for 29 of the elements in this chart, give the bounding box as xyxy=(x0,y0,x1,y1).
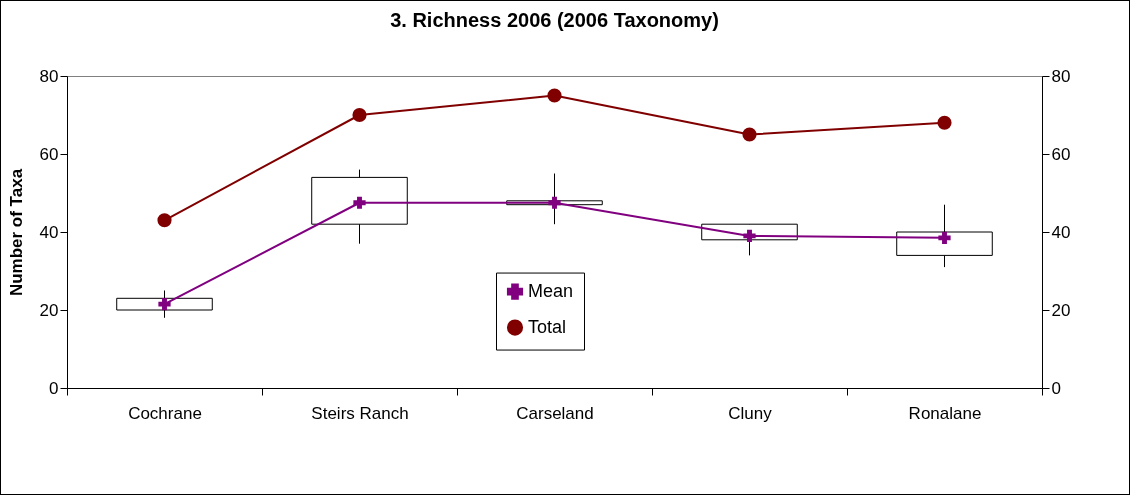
x-tick-label: Steirs Ranch xyxy=(311,403,409,423)
x-tick-label: Carseland xyxy=(516,403,594,423)
point xyxy=(352,107,367,123)
y-tick-label: 40 xyxy=(39,222,59,242)
y-tick-label: 20 xyxy=(39,300,59,320)
x-tick-label: Cluny xyxy=(728,403,773,423)
y2-tick-label: 40 xyxy=(1051,222,1071,242)
point xyxy=(547,88,562,103)
x-tick-label: Cochrane xyxy=(128,403,202,423)
point xyxy=(743,229,756,243)
chart-title: 3. Richness 2006 (2006 Taxonomy) xyxy=(390,9,719,31)
point xyxy=(938,231,951,244)
point xyxy=(158,298,171,311)
y2-tick-label: 0 xyxy=(1051,378,1061,398)
point xyxy=(937,115,952,130)
y2-tick-label: 80 xyxy=(1051,66,1071,86)
legend-label: Total xyxy=(528,316,567,337)
y-tick-label: 60 xyxy=(39,144,59,164)
y-tick-label: 0 xyxy=(49,378,59,398)
x-tick-label: Ronalane xyxy=(908,403,982,423)
point xyxy=(157,213,172,228)
y2-tick-label: 20 xyxy=(1051,300,1071,320)
point xyxy=(742,127,757,142)
y-axis-title: Number of Taxa xyxy=(6,168,26,297)
point xyxy=(353,196,366,209)
y2-tick-label: 60 xyxy=(1051,144,1071,164)
legend-label: Mean xyxy=(528,280,574,301)
y-tick-label: 80 xyxy=(39,66,59,86)
point xyxy=(548,196,561,209)
